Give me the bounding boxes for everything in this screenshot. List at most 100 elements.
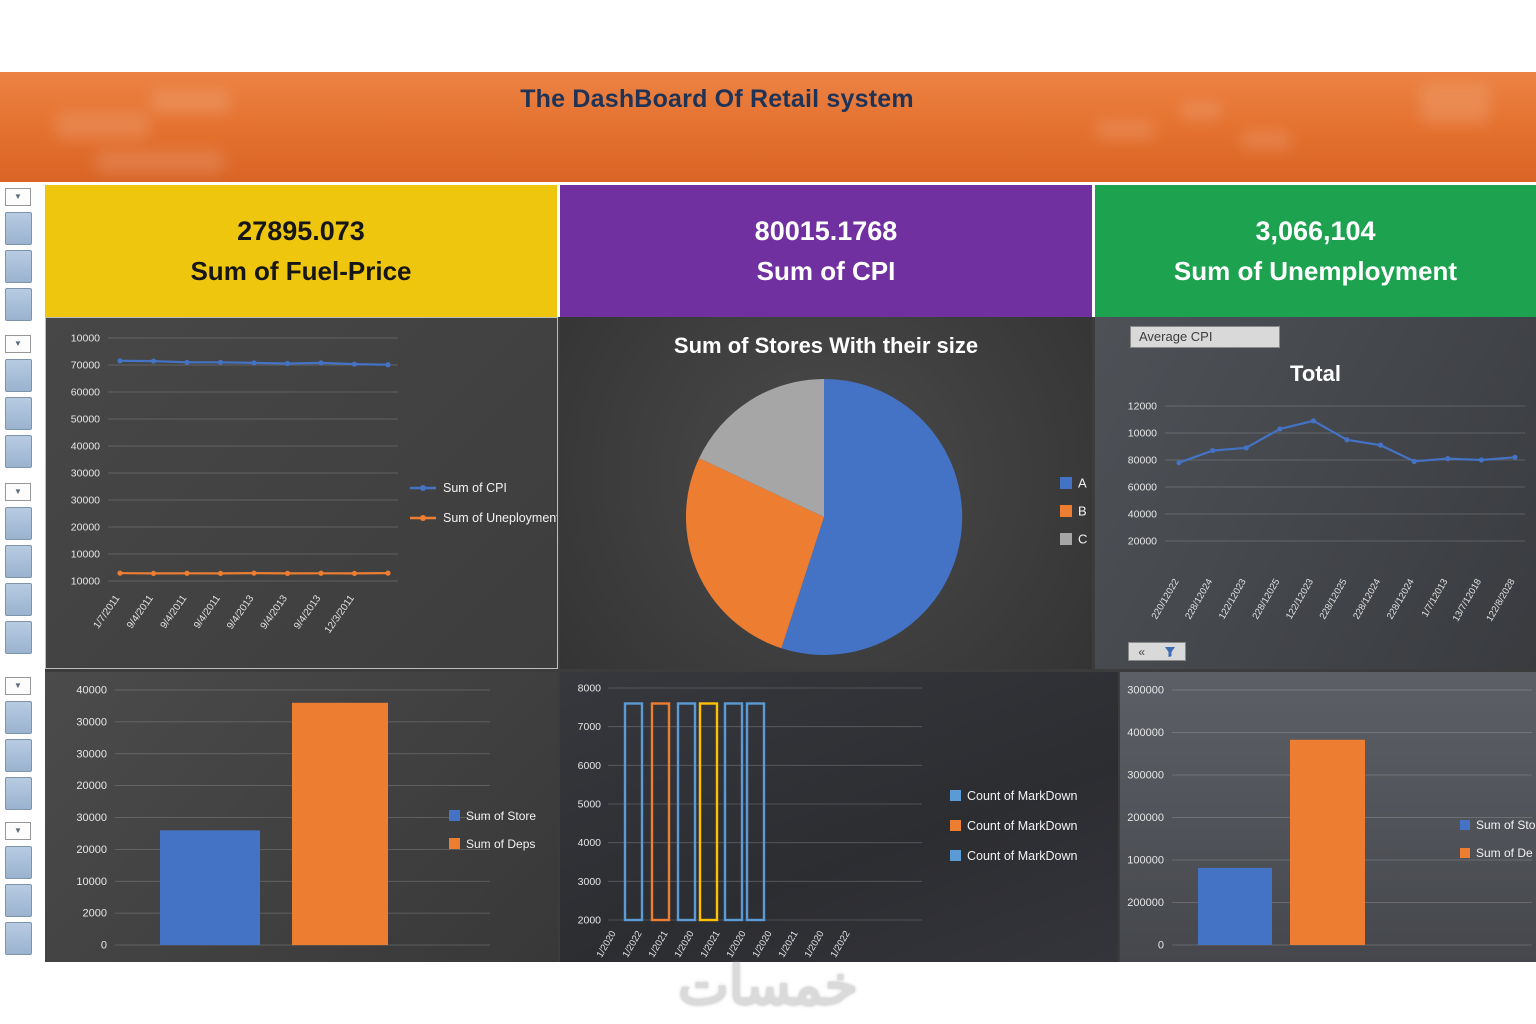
slicer-box[interactable] bbox=[5, 397, 32, 430]
markdown-bar bbox=[723, 702, 744, 922]
header-decoration bbox=[1180, 102, 1222, 120]
svg-text:1/7/2011: 1/7/2011 bbox=[92, 593, 123, 631]
svg-text:20000: 20000 bbox=[76, 844, 107, 856]
svg-text:4000: 4000 bbox=[578, 837, 602, 849]
svg-text:2000: 2000 bbox=[83, 908, 107, 920]
svg-text:30000: 30000 bbox=[71, 468, 100, 480]
svg-text:122/8/2028: 122/8/2028 bbox=[1484, 577, 1517, 624]
svg-text:300000: 300000 bbox=[1127, 685, 1164, 697]
svg-text:9/4/2011: 9/4/2011 bbox=[192, 593, 223, 631]
pie-slices bbox=[685, 378, 963, 655]
slicer-box[interactable] bbox=[5, 884, 32, 917]
markdown-bar bbox=[676, 702, 697, 922]
svg-text:80000: 80000 bbox=[1128, 455, 1157, 467]
svg-text:10000: 10000 bbox=[71, 333, 100, 345]
bar bbox=[1290, 739, 1365, 945]
svg-text:A: A bbox=[1078, 476, 1087, 491]
slicer-box[interactable] bbox=[5, 621, 32, 654]
svg-text:228/12024: 228/12024 bbox=[1183, 577, 1215, 621]
svg-text:200000: 200000 bbox=[1127, 812, 1164, 824]
legend: Sum of CPI Sum of Uneployment bbox=[410, 481, 557, 525]
series-line bbox=[117, 570, 391, 577]
gridlines: 12000 10000 80000 60000 40000 20000 bbox=[1128, 401, 1525, 548]
svg-text:30000: 30000 bbox=[76, 812, 107, 824]
svg-text:3000: 3000 bbox=[578, 876, 602, 888]
slicer-box[interactable] bbox=[5, 922, 32, 955]
header-decoration bbox=[1420, 84, 1490, 124]
slicer-nav-control[interactable]: « bbox=[1128, 642, 1186, 661]
svg-text:228/12025: 228/12025 bbox=[1318, 577, 1350, 621]
gridlines: 8000 7000 6000 5000 4000 3000 2000 bbox=[578, 683, 922, 927]
svg-text:5000: 5000 bbox=[578, 799, 602, 811]
svg-text:9/4/2013: 9/4/2013 bbox=[259, 593, 291, 632]
svg-text:12000: 12000 bbox=[1128, 401, 1157, 413]
svg-text:1/7/12013: 1/7/12013 bbox=[1420, 577, 1451, 619]
cpi-unemployment-line-chart: 10000 70000 60000 50000 40000 30000 30000 20000… bbox=[71, 333, 557, 636]
legend: Sum of Store Sum of Deps bbox=[449, 809, 536, 851]
markdown-bar bbox=[698, 702, 719, 922]
kpi-card-unemployment: 3,066,104 Sum of Unemployment bbox=[1095, 185, 1536, 317]
svg-text:20000: 20000 bbox=[71, 522, 100, 534]
slicer-box[interactable] bbox=[5, 435, 32, 468]
collapse-chevrons-icon[interactable]: « bbox=[1138, 644, 1146, 659]
slicer-box[interactable] bbox=[5, 777, 32, 810]
legend: Count of MarkDown Count of MarkDown Count … bbox=[950, 789, 1078, 863]
slicer-box[interactable] bbox=[5, 250, 32, 283]
dropdown-arrow-button[interactable]: ▼ bbox=[5, 822, 31, 840]
kpi-card-cpi: 80015.1768 Sum of CPI bbox=[560, 185, 1092, 317]
svg-text:228/12024: 228/12024 bbox=[1385, 577, 1417, 621]
svg-text:40000: 40000 bbox=[76, 685, 107, 697]
svg-text:Count of MarkDown: Count of MarkDown bbox=[967, 819, 1078, 833]
svg-text:13/7/12018: 13/7/12018 bbox=[1451, 577, 1484, 624]
svg-text:220/12022: 220/12022 bbox=[1150, 577, 1182, 621]
bar bbox=[292, 702, 388, 946]
svg-text:Sum of CPI: Sum of CPI bbox=[443, 481, 507, 495]
form-control-group: ▼ bbox=[5, 822, 32, 960]
average-cpi-slicer-button[interactable]: Average CPI bbox=[1130, 326, 1280, 348]
slicer-box[interactable] bbox=[5, 359, 32, 392]
svg-text:9/4/2011: 9/4/2011 bbox=[159, 593, 190, 631]
slicer-box[interactable] bbox=[5, 701, 32, 734]
svg-text:8000: 8000 bbox=[578, 683, 602, 695]
svg-text:7000: 7000 bbox=[578, 721, 602, 733]
slicer-box[interactable] bbox=[5, 288, 32, 321]
slicer-box[interactable] bbox=[5, 739, 32, 772]
svg-text:122/12023: 122/12023 bbox=[1284, 577, 1316, 621]
svg-text:10000: 10000 bbox=[71, 549, 100, 561]
svg-text:100000: 100000 bbox=[1127, 855, 1164, 867]
x-axis-labels: 220/12022 228/12024 122/12023 228/12025 122/… bbox=[1150, 577, 1518, 624]
pie-slice-A bbox=[781, 378, 963, 655]
stores-pie-chart: ABC bbox=[685, 378, 1087, 655]
dropdown-arrow-button[interactable]: ▼ bbox=[5, 483, 31, 501]
dropdown-arrow-button[interactable]: ▼ bbox=[5, 677, 31, 695]
svg-text:30000: 30000 bbox=[76, 716, 107, 728]
kpi-value: 3,066,104 bbox=[1255, 215, 1376, 246]
svg-text:228/12025: 228/12025 bbox=[1250, 577, 1282, 621]
dropdown-arrow-button[interactable]: ▼ bbox=[5, 335, 31, 353]
header-decoration bbox=[55, 112, 150, 140]
slicer-box[interactable] bbox=[5, 846, 32, 879]
svg-text:6000: 6000 bbox=[578, 760, 602, 772]
markdown-count-panel: 8000 7000 6000 5000 4000 3000 2000 1/2020 1/2022… bbox=[560, 672, 1118, 962]
form-control-group: ▼ bbox=[5, 188, 32, 326]
filter-funnel-icon bbox=[1164, 646, 1175, 657]
slicer-box[interactable] bbox=[5, 545, 32, 578]
header-decoration bbox=[1240, 130, 1292, 150]
svg-text:20000: 20000 bbox=[76, 780, 107, 792]
slicer-box[interactable] bbox=[5, 212, 32, 245]
dropdown-arrow-button[interactable]: ▼ bbox=[5, 188, 31, 206]
slicer-box[interactable] bbox=[5, 507, 32, 540]
svg-text:60000: 60000 bbox=[1128, 482, 1157, 494]
slicer-box[interactable] bbox=[5, 583, 32, 616]
header-decoration bbox=[95, 150, 225, 174]
svg-text:12/3/2011: 12/3/2011 bbox=[323, 593, 357, 636]
store-deps-bar-right-chart: 300000 400000 300000 200000 100000 200000 0 Sum… bbox=[1127, 685, 1535, 952]
svg-text:Count of MarkDown: Count of MarkDown bbox=[967, 789, 1078, 803]
kpi-label: Sum of Fuel-Price bbox=[190, 255, 412, 286]
svg-text:122/12023: 122/12023 bbox=[1217, 577, 1249, 621]
